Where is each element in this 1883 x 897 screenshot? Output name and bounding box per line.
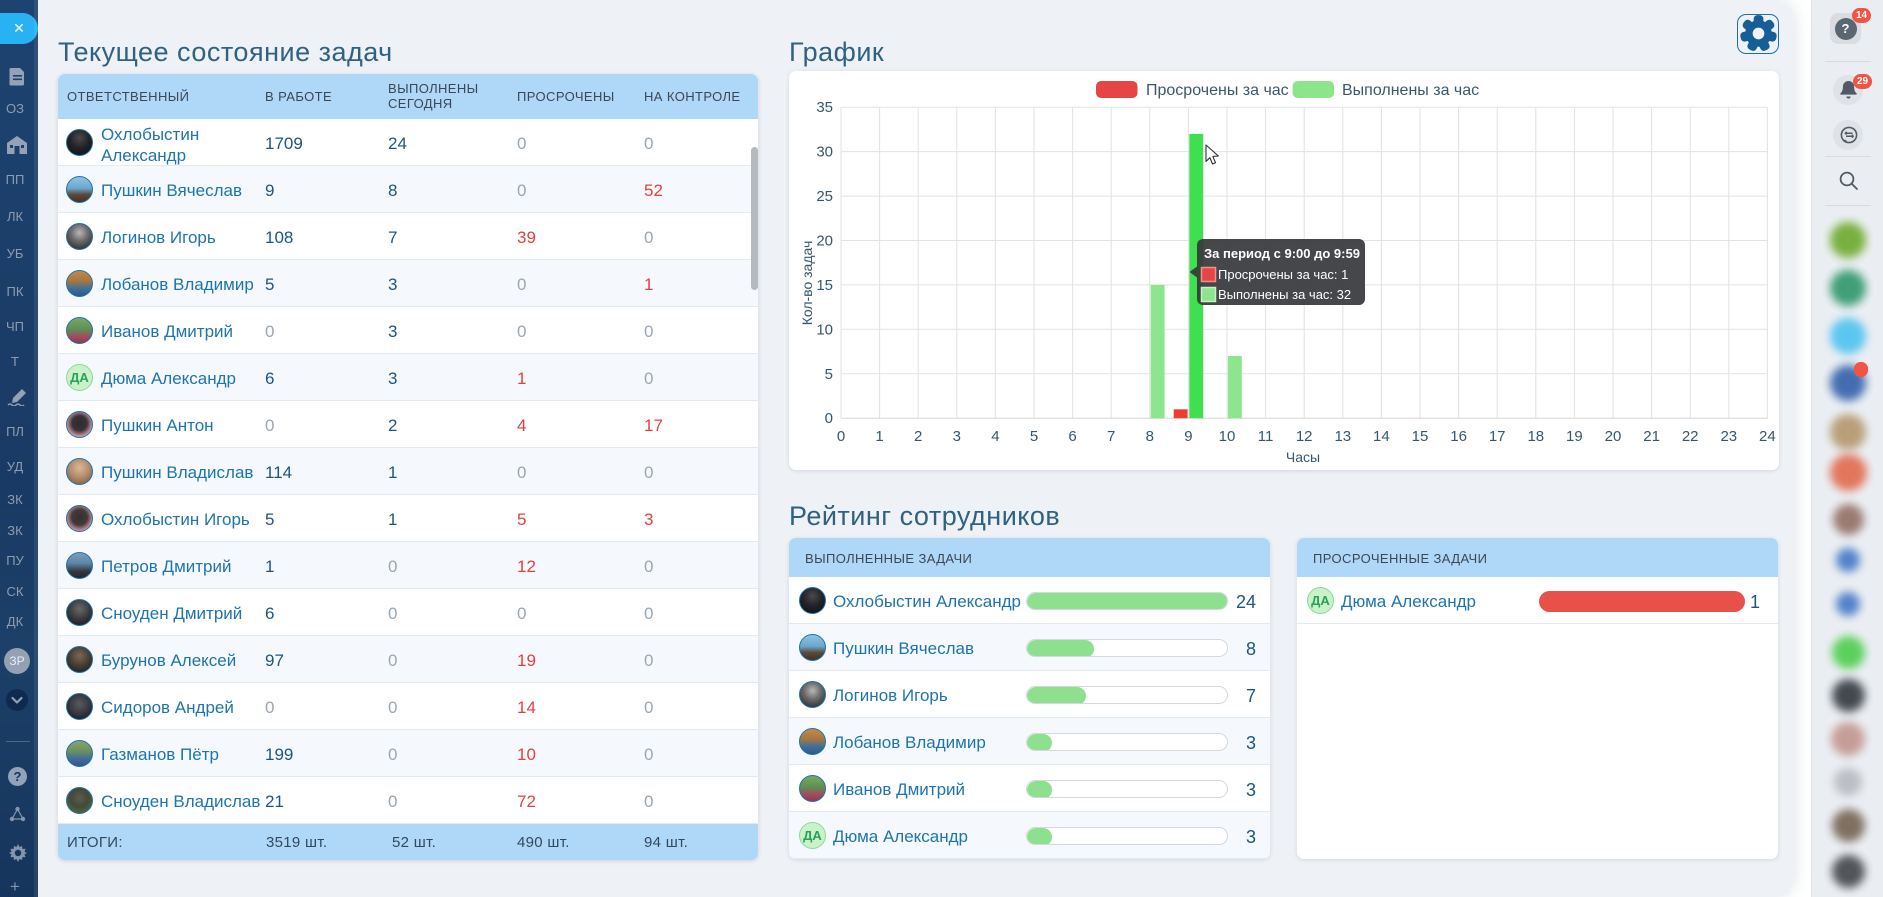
svg-text:20: 20	[816, 233, 833, 250]
svg-text:20: 20	[1605, 428, 1622, 445]
svg-text:30: 30	[816, 144, 833, 161]
svg-text:Просрочены за час: Просрочены за час	[1146, 82, 1289, 99]
svg-text:5: 5	[1030, 428, 1038, 445]
svg-text:0: 0	[837, 428, 845, 445]
svg-text:Просрочены за час: 1: Просрочены за час: 1	[1218, 267, 1348, 282]
svg-text:Кол-во задач: Кол-во задач	[799, 241, 815, 326]
svg-text:13: 13	[1334, 428, 1351, 445]
svg-text:0: 0	[825, 410, 833, 427]
svg-text:4: 4	[991, 428, 999, 445]
svg-text:9: 9	[1184, 428, 1192, 445]
svg-text:17: 17	[1489, 428, 1506, 445]
svg-text:15: 15	[1412, 428, 1429, 445]
svg-text:За период с 9:00 до 9:59: За период с 9:00 до 9:59	[1204, 246, 1360, 261]
svg-text:6: 6	[1068, 428, 1076, 445]
svg-text:1: 1	[875, 428, 883, 445]
svg-text:10: 10	[1219, 428, 1236, 445]
svg-text:24: 24	[1759, 428, 1776, 445]
svg-text:21: 21	[1643, 428, 1660, 445]
svg-text:14: 14	[1373, 428, 1390, 445]
svg-text:2: 2	[914, 428, 922, 445]
svg-text:16: 16	[1450, 428, 1467, 445]
svg-text:Часы: Часы	[1286, 449, 1320, 465]
svg-text:Выполнены за час: 32: Выполнены за час: 32	[1218, 287, 1351, 302]
svg-text:22: 22	[1682, 428, 1699, 445]
svg-text:23: 23	[1720, 428, 1737, 445]
svg-text:5: 5	[825, 366, 833, 383]
svg-text:8: 8	[1146, 428, 1154, 445]
svg-text:7: 7	[1107, 428, 1115, 445]
svg-text:12: 12	[1296, 428, 1313, 445]
svg-text:18: 18	[1527, 428, 1544, 445]
svg-text:19: 19	[1566, 428, 1583, 445]
svg-text:Выполнены за час: Выполнены за час	[1342, 82, 1479, 99]
svg-text:25: 25	[816, 188, 833, 205]
svg-text:3: 3	[953, 428, 961, 445]
svg-text:10: 10	[816, 321, 833, 338]
svg-text:11: 11	[1258, 428, 1274, 445]
svg-text:35: 35	[816, 99, 833, 116]
svg-text:15: 15	[816, 277, 833, 294]
